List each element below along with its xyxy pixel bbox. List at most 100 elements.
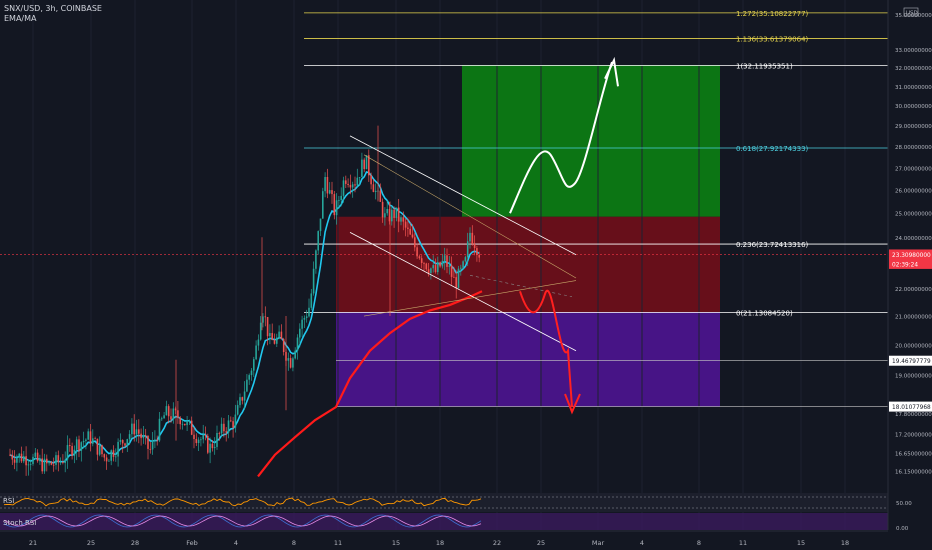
candle-body [441,260,444,267]
candle-body [361,159,363,178]
candle-body [409,228,411,235]
candle-body [328,190,331,194]
candle-body [391,209,393,222]
rsi-tick-label: 50.00 [896,501,912,507]
candle-body [411,234,414,238]
time-tick-label: 11 [334,539,342,547]
symbol-title[interactable]: SNX/USD, 3h, COINBASE [4,4,102,13]
candle-body [105,457,108,462]
candle-body [319,218,322,232]
time-tick-label: 4 [640,539,644,547]
candle-body [257,339,260,346]
candle-body [117,441,119,457]
candle-body [282,339,285,352]
bearish-arrowhead [564,393,581,415]
candle-body [317,231,319,251]
candle-body [34,452,37,457]
candle-body [184,423,186,426]
candle-body [85,439,87,441]
candle-body [225,431,227,433]
time-tick-label: 25 [537,539,545,547]
candle-body [363,159,365,170]
candle-body [278,331,280,338]
candle-body [299,328,301,338]
price-tick-label: 22.00000000 [895,287,932,293]
candle-body [478,254,480,258]
currency-badge [903,7,919,17]
candle-body [271,333,273,341]
candle-body [213,446,216,449]
candle-body [273,340,276,344]
candle-body [280,331,283,340]
candle-body [287,358,290,361]
candle-body [335,200,338,216]
fib-label-0: 0(21.13084520) [736,309,793,317]
candle-body [414,237,416,248]
candle-body [181,423,184,425]
candle-body [151,440,154,450]
candle-body [236,405,239,415]
candle-body [430,268,432,273]
indicators-layer: RSI Stoch RSI [0,493,888,530]
candle-body [172,408,175,420]
candle-body [9,454,11,456]
candle-body [246,379,248,392]
drawings-layer [349,56,619,415]
rsi-pane [0,493,888,512]
candle-body [96,438,99,455]
price-tag-current [889,249,932,260]
time-tick-label: 28 [131,539,139,547]
candle-body [27,464,30,466]
candle-body [156,439,158,441]
candle-body [312,268,315,294]
price-tag-label: 18.01077968 [892,405,931,411]
candle-body [331,190,333,195]
candle-body [464,257,467,262]
candle-body [186,420,188,426]
candle-body [18,453,20,458]
channel-lower-line [349,232,577,352]
candle-body [230,420,232,422]
candle-body [62,461,64,463]
candle-body [402,217,405,222]
candle-body [462,261,464,268]
candle-body [437,262,439,273]
candle-body [443,255,446,261]
candle-body [161,418,163,420]
candle-body [471,232,474,244]
time-tick-label: 15 [392,539,400,547]
time-tick-label: Mar [592,539,605,547]
time-axis[interactable]: 21 25 28 Feb 4 8 11 15 18 22 25 Mar 4 8 11 15 18 [0,530,888,550]
price-tick-label: 16.15000000 [895,469,932,475]
candle-body [80,442,83,451]
indicator-label[interactable]: EMA/MA [4,14,37,23]
time-tick-label: 25 [87,539,95,547]
candle-body [351,184,354,188]
candle-body [259,322,262,340]
candle-body [119,440,122,442]
candle-body [227,420,230,433]
price-tick-label: 26.00000000 [895,189,932,195]
candle-body [57,455,60,463]
price-axis[interactable]: 35.0000000033.0000000032.0000000031.0000… [887,0,932,550]
candle-body [386,208,388,214]
candle-body [416,247,418,257]
candle-body [128,434,131,440]
candle-body [204,434,207,436]
candle-body [466,241,469,258]
zones-layer [336,65,720,407]
grid-layer [32,0,846,530]
candle-body [207,435,209,453]
candle-body [163,415,165,419]
candle-body [20,453,23,462]
fib-label-1.136: 1.136(33.61379064) [736,36,809,44]
bullish-arrowhead [604,56,619,87]
price-tick-label: 28.00000000 [895,145,932,151]
candle-body [310,293,313,308]
candle-body [365,155,368,170]
time-tick-label: 18 [841,539,849,547]
candle-body [305,316,308,318]
candle-body [296,337,299,351]
candle-body [46,458,48,464]
